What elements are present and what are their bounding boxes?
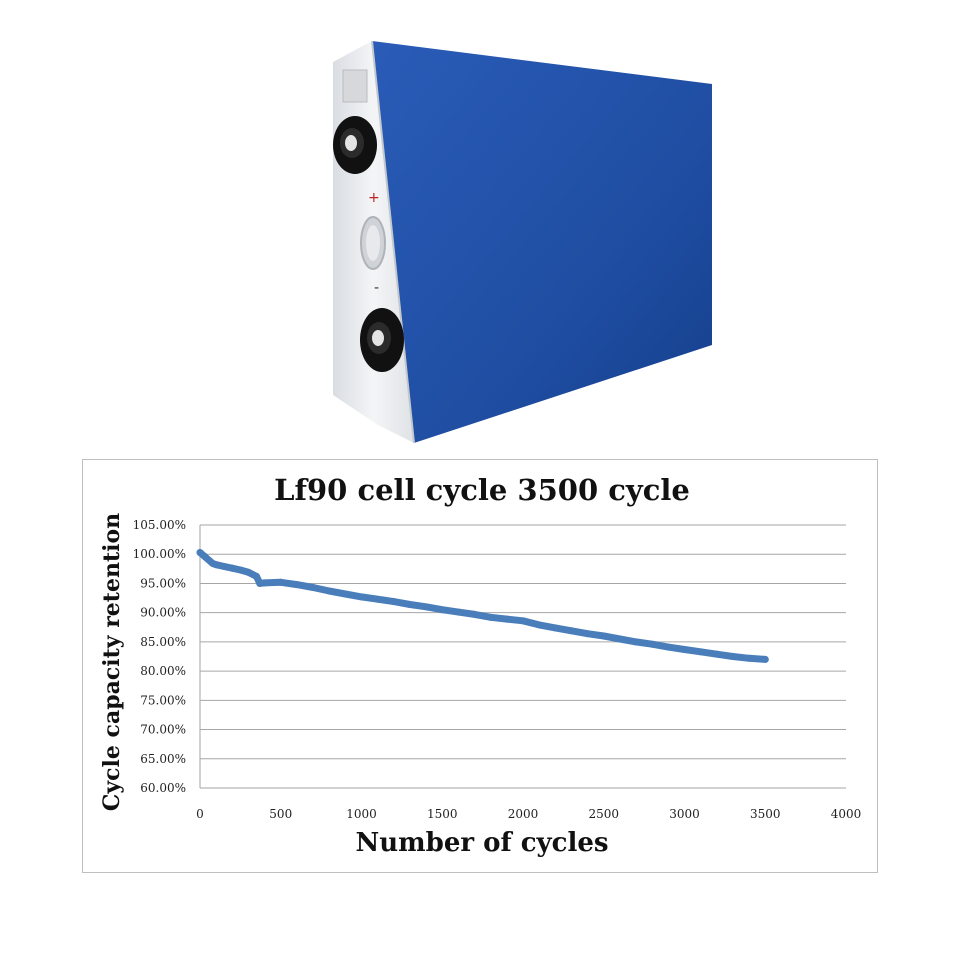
battery-cell-image: + - (333, 40, 712, 444)
battery-label-sticker (342, 69, 368, 103)
y-axis-label: Cycle capacity retention (99, 512, 125, 812)
x-axis-label: Number of cycles (355, 828, 609, 858)
negative-terminal (360, 308, 404, 372)
chart-frame (82, 459, 878, 873)
chart-title: Lf90 cell cycle 3500 cycle (274, 473, 690, 507)
minus-sign: - (374, 280, 379, 296)
plus-sign: + (368, 190, 380, 206)
battery-body (372, 41, 712, 443)
positive-terminal (333, 116, 377, 174)
